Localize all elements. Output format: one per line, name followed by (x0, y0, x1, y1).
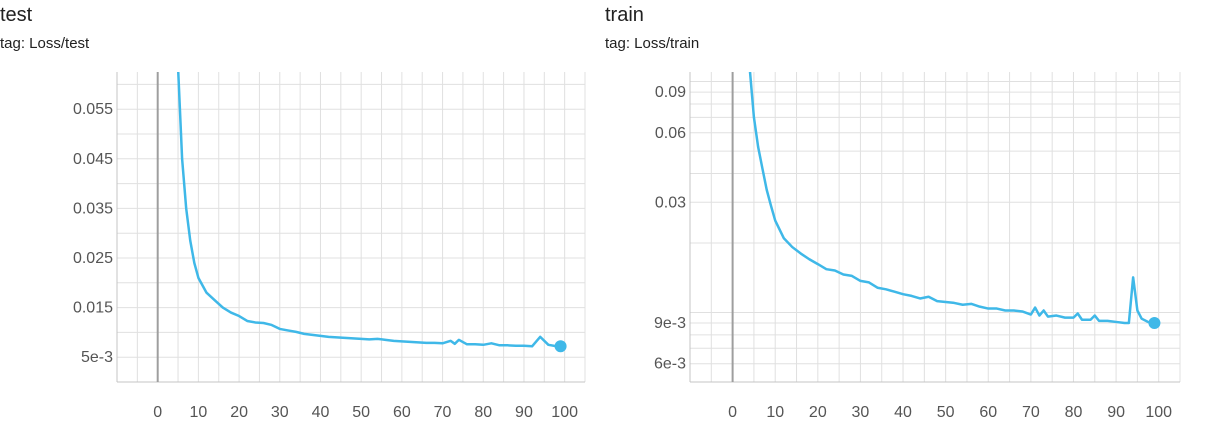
series-end-point (554, 340, 567, 353)
x-tick-label: 80 (474, 404, 492, 421)
y-tick-label: 0.09 (655, 84, 686, 101)
x-tick-label: 10 (766, 404, 784, 421)
x-tick-label: 90 (1107, 404, 1125, 421)
chart-title: train (605, 4, 644, 26)
x-tick-label: 20 (230, 404, 248, 421)
grid (117, 72, 586, 383)
x-tick-label: 50 (937, 404, 955, 421)
x-tick-label: 20 (809, 404, 827, 421)
x-tick-label: 10 (189, 404, 207, 421)
loss-train-chart[interactable]: 6e-3 9e-3 0.03 0.06 0.09 0 10 20 30 40 50 60 70 80 90 1… (605, 0, 1209, 430)
x-tick-label: 60 (393, 404, 411, 421)
y-tick-label: 0.045 (73, 151, 113, 168)
chart-card-test: test tag: Loss/test 5e-3 0.015 0.025 0.035 0… (0, 0, 600, 430)
chart-title: test (0, 4, 33, 26)
series-group (748, 72, 1156, 325)
x-tick-label: 70 (1022, 404, 1040, 421)
series-line (748, 72, 1156, 325)
x-tick-label: 0 (728, 404, 737, 421)
x-tick-label: 30 (852, 404, 870, 421)
y-tick-label: 6e-3 (654, 356, 686, 373)
x-tick-label: 40 (894, 404, 912, 421)
y-tick-label: 9e-3 (654, 315, 686, 332)
x-tick-label: 30 (271, 404, 289, 421)
x-tick-label: 50 (352, 404, 370, 421)
x-tick-label: 60 (979, 404, 997, 421)
series-line (177, 72, 562, 348)
grid (690, 72, 1181, 383)
x-tick-label: 80 (1065, 404, 1083, 421)
series-group (177, 72, 562, 348)
chart-card-train: train tag: Loss/train 6e-3 9e-3 0.03 0.06 0.… (605, 0, 1209, 430)
x-tick-label: 70 (434, 404, 452, 421)
y-tick-label: 0.035 (73, 200, 113, 217)
loss-test-chart[interactable]: 5e-3 0.015 0.025 0.035 0.045 0.055 0 10 20 30 40 50… (0, 0, 600, 430)
y-tick-label: 0.03 (655, 194, 686, 211)
x-tick-label: 0 (153, 404, 162, 421)
chart-tag: tag: Loss/test (0, 35, 90, 52)
series-end-point (1148, 317, 1161, 330)
x-tick-label: 90 (515, 404, 533, 421)
chart-tag: tag: Loss/train (605, 35, 700, 52)
y-tick-label: 0.025 (73, 250, 113, 267)
x-tick-label: 100 (1145, 404, 1172, 421)
x-tick-label: 40 (312, 404, 330, 421)
x-tick-label: 100 (551, 404, 578, 421)
y-tick-label: 0.055 (73, 101, 113, 118)
y-tick-label: 0.015 (73, 300, 113, 317)
y-tick-label: 0.06 (655, 125, 686, 142)
y-tick-label: 5e-3 (81, 349, 113, 366)
